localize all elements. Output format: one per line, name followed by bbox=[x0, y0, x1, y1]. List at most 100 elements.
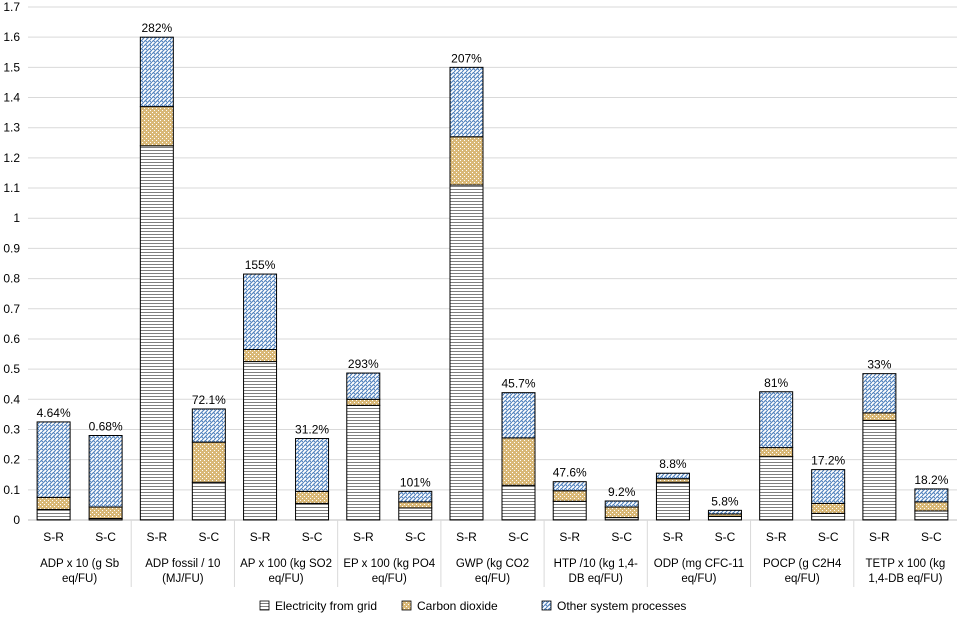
category-label: ADP x 10 (g Sb bbox=[40, 558, 119, 570]
category-label: POCP (g C2H4 bbox=[763, 558, 842, 570]
bar-segment-carbon-dioxide bbox=[604, 506, 639, 519]
bar-label: S-R bbox=[146, 530, 167, 544]
y-tick-label: 0.5 bbox=[3, 362, 20, 376]
data-label: 18.2% bbox=[914, 473, 948, 487]
legend-label: Electricity from grid bbox=[275, 599, 377, 613]
bar-segment-carbon-dioxide bbox=[36, 496, 71, 510]
data-label: 207% bbox=[451, 51, 482, 65]
bar-label: S-R bbox=[663, 530, 684, 544]
bar-label: S-R bbox=[353, 530, 374, 544]
gridlines bbox=[28, 6, 957, 521]
bar-segment-electricity-from-grid bbox=[191, 481, 226, 521]
bar-label: S-C bbox=[611, 530, 632, 544]
bar-segment-carbon-dioxide bbox=[88, 506, 123, 519]
category-label: DB eq/FU) bbox=[569, 573, 623, 585]
bar-label: S-R bbox=[456, 530, 477, 544]
bar-segment-other-system-processes bbox=[914, 488, 949, 503]
bar-segment-electricity-from-grid bbox=[243, 361, 278, 521]
category-label: GWP (kg CO2 bbox=[456, 558, 529, 570]
bar-segment-other-system-processes bbox=[398, 490, 433, 503]
data-label: 4.64% bbox=[37, 406, 71, 420]
x-axis: ADP x 10 (g Sb eq/FU) ADP fossil / 10 (MJ/F… bbox=[40, 520, 945, 587]
category-label: HTP /10 (kg 1,4- bbox=[554, 558, 638, 570]
bar-segment-electricity-from-grid bbox=[398, 507, 433, 521]
y-tick-label: 1.7 bbox=[3, 0, 20, 14]
legend-label: Carbon dioxide bbox=[417, 599, 498, 613]
data-label: 293% bbox=[348, 357, 379, 371]
bar-segment-carbon-dioxide bbox=[811, 502, 846, 514]
bar-segment-carbon-dioxide bbox=[139, 106, 174, 147]
category-label: EP x 100 (kg PO4 bbox=[343, 558, 435, 570]
bar-label: S-C bbox=[818, 530, 839, 544]
bar-segment-electricity-from-grid bbox=[139, 145, 174, 521]
bar-segment-carbon-dioxide bbox=[862, 412, 897, 421]
y-tick-label: 0.3 bbox=[3, 422, 20, 436]
legend-label: Other system processes bbox=[557, 599, 686, 613]
bar-segment-other-system-processes bbox=[655, 472, 690, 480]
bar-segment-electricity-from-grid bbox=[811, 512, 846, 521]
y-tick-label: 1.6 bbox=[3, 30, 20, 44]
bar-label: S-R bbox=[43, 530, 64, 544]
bar-label: S-C bbox=[715, 530, 736, 544]
data-label: 17.2% bbox=[811, 454, 845, 468]
bar-label: S-C bbox=[921, 530, 942, 544]
bar-segment-electricity-from-grid bbox=[346, 404, 381, 521]
bar-label: S-R bbox=[559, 530, 580, 544]
y-tick-label: 1.4 bbox=[3, 91, 20, 105]
bar-segment-other-system-processes bbox=[191, 408, 226, 443]
category-label: eq/FU) bbox=[785, 573, 820, 585]
bar-segment-other-system-processes bbox=[604, 500, 639, 508]
bar-segment-other-system-processes bbox=[449, 66, 484, 138]
data-label: 0.68% bbox=[89, 420, 123, 434]
category-label: eq/FU) bbox=[62, 573, 97, 585]
category-label: 1,4-DB eq/FU) bbox=[868, 573, 942, 585]
y-tick-label: 1.2 bbox=[3, 151, 20, 165]
bar-segment-carbon-dioxide bbox=[552, 490, 587, 502]
category-label: eq/FU) bbox=[681, 573, 716, 585]
bar-segment-electricity-from-grid bbox=[914, 510, 949, 521]
bar-segment-other-system-processes bbox=[139, 36, 174, 108]
bar-segment-other-system-processes bbox=[501, 392, 536, 439]
data-label: 155% bbox=[245, 258, 276, 272]
bar-label: S-R bbox=[250, 530, 271, 544]
bar-segment-electricity-from-grid bbox=[759, 456, 794, 521]
data-label: 282% bbox=[141, 21, 172, 35]
category-label: ADP fossil / 10 bbox=[145, 558, 220, 570]
legend-swatch bbox=[401, 600, 412, 611]
bar-segment-carbon-dioxide bbox=[346, 398, 381, 406]
bar-segment-other-system-processes bbox=[88, 435, 123, 508]
data-label: 5.8% bbox=[711, 494, 739, 508]
y-tick-label: 0.2 bbox=[3, 453, 20, 467]
category-label: eq/FU) bbox=[372, 573, 407, 585]
bar-segment-other-system-processes bbox=[36, 421, 71, 498]
data-label: 33% bbox=[867, 358, 891, 372]
bar-segment-other-system-processes bbox=[862, 373, 897, 414]
bar-segment-carbon-dioxide bbox=[191, 441, 226, 483]
bar-segment-carbon-dioxide bbox=[295, 490, 330, 504]
bar-segment-carbon-dioxide bbox=[501, 437, 536, 486]
y-tick-label: 0.7 bbox=[3, 302, 20, 316]
data-label: 47.6% bbox=[553, 466, 587, 480]
bar-segment-electricity-from-grid bbox=[862, 419, 897, 521]
bar-segment-electricity-from-grid bbox=[707, 515, 742, 521]
y-tick-label: 1.3 bbox=[3, 121, 20, 135]
bar-label: S-C bbox=[405, 530, 426, 544]
bar-segment-carbon-dioxide bbox=[655, 478, 690, 483]
bar-segment-other-system-processes bbox=[346, 372, 381, 400]
bar-segment-carbon-dioxide bbox=[398, 501, 433, 509]
category-label: eq/FU) bbox=[475, 573, 510, 585]
bar-segment-electricity-from-grid bbox=[36, 508, 71, 521]
bar-segment-other-system-processes bbox=[552, 481, 587, 492]
data-label: 45.7% bbox=[501, 377, 535, 391]
y-tick-label: 0.6 bbox=[3, 332, 20, 346]
bar-segment-other-system-processes bbox=[811, 469, 846, 504]
y-tick-label: 0.4 bbox=[3, 392, 20, 406]
data-label: 31.2% bbox=[295, 423, 329, 437]
bar-segment-other-system-processes bbox=[243, 273, 278, 351]
bar-segment-other-system-processes bbox=[759, 391, 794, 449]
legend: Electricity from grid Carbon dioxide Other… bbox=[259, 599, 686, 613]
category-label: (MJ/FU) bbox=[162, 573, 204, 585]
bar-segment-electricity-from-grid bbox=[655, 481, 690, 521]
bar-segment-carbon-dioxide bbox=[449, 136, 484, 186]
